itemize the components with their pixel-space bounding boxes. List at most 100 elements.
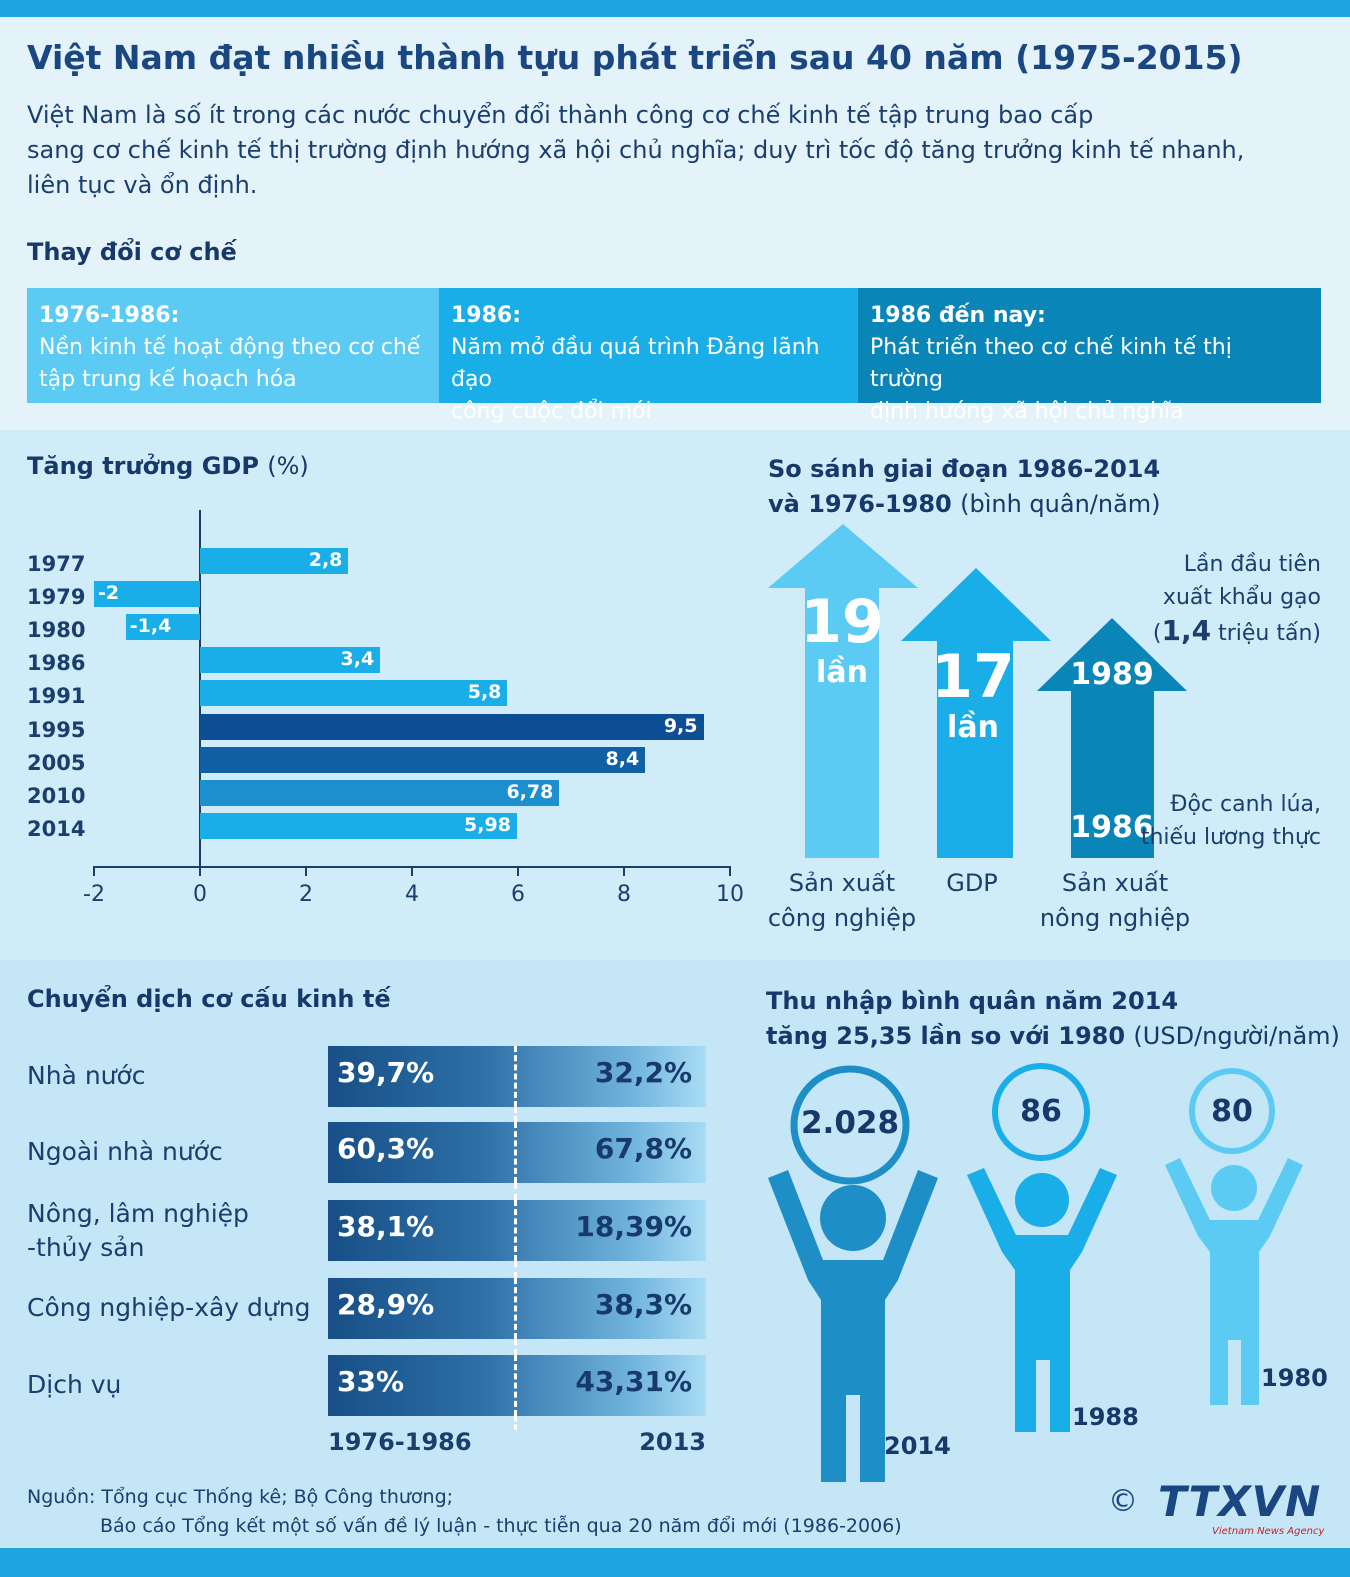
gdp-bar-value-label: 8,4 (605, 747, 640, 770)
structure-row-label-line: Công nghiệp-xây dựng (27, 1293, 311, 1322)
gdp-x-tick-mark (93, 866, 95, 876)
gdp-year-label: 1979 (27, 585, 86, 610)
monoculture-note-line: thiếu lương thực (1140, 825, 1321, 850)
industry-multiplier-unit: lần (816, 655, 868, 690)
agriculture-year-bottom: 1986 (1070, 810, 1154, 845)
monoculture-note: Độc canh lúa, thiếu lương thực (1140, 788, 1321, 854)
gdp-x-tick-mark (305, 866, 307, 876)
industry-arrow (768, 524, 918, 858)
gdp-year-label: 2014 (27, 816, 86, 841)
structure-value-2013: 38,3% (594, 1288, 692, 1321)
structure-divider-gap (514, 1339, 517, 1355)
industry-label: Sản xuất công nghiệp (752, 866, 932, 936)
structure-row-label: Công nghiệp-xây dựng (27, 1291, 310, 1325)
income-1988-year: 1988 (1072, 1403, 1139, 1431)
structure-value-2013: 18,39% (575, 1210, 692, 1243)
agriculture-arrow (1037, 618, 1187, 858)
phase-text: Nền kinh tế hoạt động theo cơ chế (39, 335, 421, 360)
income-title: Thu nhập bình quân năm 2014 tăng 25,35 l… (766, 984, 1340, 1054)
agriculture-year-top: 1989 (1070, 657, 1154, 692)
structure-divider (514, 1200, 517, 1261)
gdp-year-label: 2010 (27, 783, 86, 808)
structure-title: Chuyển dịch cơ cấu kinh tế (27, 985, 391, 1013)
gdp-year-label: 1995 (27, 717, 86, 742)
intro-line: sang cơ chế kinh tế thị trường định hướn… (27, 136, 1245, 164)
structure-divider (514, 1278, 517, 1339)
income-2014-year: 2014 (884, 1432, 951, 1460)
income-1980-year: 1980 (1261, 1364, 1328, 1392)
income-title-line1: Thu nhập bình quân năm 2014 (766, 987, 1179, 1015)
structure-value-2013: 43,31% (575, 1365, 692, 1398)
agriculture-label-line: Sản xuất (1061, 869, 1169, 897)
gdp-x-tick-mark (623, 866, 625, 876)
structure-row-label: Nhà nước (27, 1059, 146, 1093)
gdp-x-tick-mark (517, 866, 519, 876)
structure-row-bar: 38,1% 18,39% (328, 1200, 706, 1261)
mechanism-heading: Thay đổi cơ chế (27, 238, 237, 266)
gdp-bar-2014: 5,98 (200, 812, 517, 839)
gdp-multiplier-unit: lần (947, 710, 999, 745)
comparison-title: So sánh giai đoạn 1986-2014 và 1976-1980… (768, 452, 1161, 522)
income-title-line2: tăng 25,35 lần so với 1980 (USD/người/nă… (766, 1019, 1340, 1054)
structure-row-bar: 33% 43,31% (328, 1355, 706, 1416)
top-accent-bar (0, 0, 1350, 17)
structure-row-bar: 39,7% 32,2% (328, 1046, 706, 1107)
gdp-bar-1991: 5,8 (200, 680, 508, 707)
phase-period: 1976-1986: (39, 303, 180, 328)
industry-multiplier: 19 (800, 587, 884, 657)
gdp-bar-value-label: 6,78 (506, 780, 554, 803)
structure-row-label-line: Nông, lâm nghiệp (27, 1199, 249, 1228)
industry-label-line: Sản xuất (788, 869, 896, 897)
gdp-x-tick-mark (199, 866, 201, 876)
rice-note-paren: ( (1152, 621, 1162, 646)
gdp-bar-value-label: 5,8 (467, 681, 502, 704)
gdp-x-tick-label: 10 (716, 882, 744, 907)
structure-col-2013: 2013 (639, 1428, 706, 1456)
gdp-bar-2005: 8,4 (200, 746, 646, 773)
structure-divider-gap (514, 1261, 517, 1278)
gdp-x-tick-mark (411, 866, 413, 876)
rice-export-unit: triệu tấn) (1218, 621, 1321, 646)
gdp-bar-value-label: 5,98 (464, 813, 511, 836)
comparison-title-light: (bình quân/năm) (960, 490, 1161, 518)
copyright-icon: © (1108, 1484, 1138, 1519)
income-1988-value: 86 (1020, 1094, 1062, 1129)
comparison-title-line1: So sánh giai đoạn 1986-2014 (768, 455, 1161, 483)
gdp-bar-1979: -2 (94, 581, 200, 608)
structure-value-1976: 38,1% (337, 1210, 435, 1243)
structure-value-1976: 33% (337, 1365, 405, 1398)
income-title-bold: tăng 25,35 lần so với 1980 (766, 1022, 1126, 1050)
bottom-accent-bar (0, 1548, 1350, 1577)
phase-text: Phát triển theo cơ chế kinh tế thị trườn… (870, 335, 1232, 392)
gdp-bar-2010: 6,78 (200, 779, 560, 806)
gdp-chart-unit: (%) (267, 452, 309, 480)
ttxvn-logo: TTXVN (1158, 1477, 1322, 1526)
phase-period: 1986 đến nay: (870, 303, 1046, 328)
gdp-bar-1980: -1,4 (125, 614, 200, 641)
gdp-chart-title-text: Tăng trưởng GDP (27, 452, 259, 480)
gdp-year-label: 1991 (27, 684, 86, 709)
gdp-x-tick-mark (729, 866, 731, 876)
gdp-bar-1977: 2,8 (200, 548, 349, 574)
gdp-bar-value-label: 3,4 (340, 648, 375, 671)
gdp-chart-title: Tăng trưởng GDP (%) (27, 452, 309, 480)
intro-line: liên tục và ổn định. (27, 171, 258, 199)
gdp-year-label: 2005 (27, 750, 86, 775)
gdp-x-tick-label: 6 (511, 882, 525, 907)
intro-paragraph: Việt Nam là số ít trong các nước chuyển … (27, 98, 1317, 203)
phase-text: tập trung kế hoạch hóa (39, 367, 297, 392)
gdp-bar-value-label: -1,4 (129, 615, 172, 638)
structure-row-label-line: Nhà nước (27, 1061, 146, 1090)
industry-label-line: công nghiệp (767, 904, 917, 932)
structure-divider-tail (514, 1416, 517, 1430)
rice-note-line: xuất khẩu gạo (1162, 585, 1321, 610)
phase-box-1986: 1986: Năm mở đầu quá trình Đảng lãnh đạo… (439, 288, 858, 424)
gdp-year-label: 1980 (27, 618, 86, 643)
structure-row-label-line: Dịch vụ (27, 1370, 122, 1399)
structure-value-1976: 39,7% (337, 1056, 435, 1089)
phase-box-1976-1986: 1976-1986: Nền kinh tế hoạt động theo cơ… (27, 288, 439, 403)
rice-note-line: Lần đầu tiên (1183, 552, 1321, 577)
structure-divider (514, 1355, 517, 1416)
phase-text: công cuộc đổi mới (451, 399, 652, 424)
